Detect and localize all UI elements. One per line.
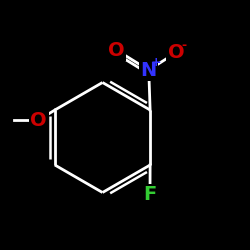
Text: -: - [181,39,186,52]
Text: +: + [151,56,162,70]
Text: F: F [144,186,156,204]
Text: N: N [140,60,157,80]
Text: O: O [168,43,184,62]
Text: O: O [30,110,47,130]
Text: O: O [108,40,124,60]
